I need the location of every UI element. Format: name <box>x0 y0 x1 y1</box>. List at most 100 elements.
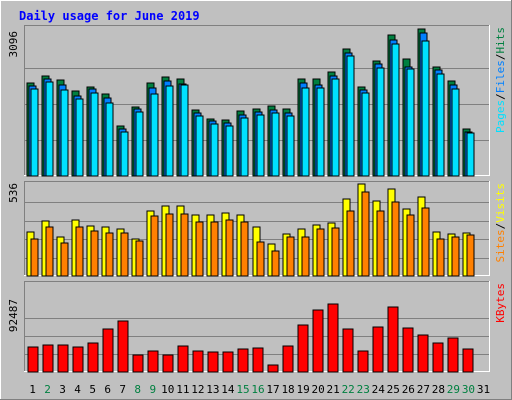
bar-kbytes-day-20 <box>312 309 324 373</box>
bar-sites-day-28 <box>436 238 445 277</box>
x-tick-label: 8 <box>134 383 141 396</box>
bar-sites-day-14 <box>225 219 234 277</box>
x-tick-label: 9 <box>149 383 156 396</box>
legend-hits: Hits <box>494 27 507 54</box>
bar-kbytes-day-9 <box>147 350 159 373</box>
bar-pages-day-4 <box>75 98 84 177</box>
bar-kbytes-day-21 <box>327 303 339 373</box>
bar-pages-day-10 <box>165 85 174 177</box>
bar-pages-day-17 <box>271 112 280 177</box>
bar-kbytes-day-13 <box>207 351 219 373</box>
bar-pages-day-29 <box>451 88 460 177</box>
y-tick-label: 3096 <box>7 31 20 58</box>
x-tick-label: 10 <box>161 383 174 396</box>
bar-kbytes-day-7 <box>117 320 129 373</box>
bar-sites-day-5 <box>90 230 99 277</box>
legend-pages: Pages <box>494 100 507 133</box>
legend-kbytes: KBytes <box>494 283 507 323</box>
bar-pages-day-23 <box>361 92 370 177</box>
x-tick-label: 3 <box>59 383 66 396</box>
bar-kbytes-day-27 <box>417 334 429 373</box>
bar-kbytes-day-11 <box>177 345 189 373</box>
x-tick-label: 11 <box>176 383 189 396</box>
bar-sites-day-1 <box>30 238 39 277</box>
x-tick-label: 4 <box>74 383 81 396</box>
bar-pages-day-6 <box>105 102 114 177</box>
x-tick-label: 23 <box>357 383 370 396</box>
bar-pages-day-11 <box>180 84 189 177</box>
bar-pages-day-15 <box>240 117 249 177</box>
x-tick-label: 31 <box>477 383 490 396</box>
bar-sites-day-10 <box>165 213 174 277</box>
bar-sites-day-6 <box>105 232 114 277</box>
bar-kbytes-day-5 <box>87 342 99 373</box>
bar-pages-day-21 <box>331 78 340 177</box>
bar-pages-day-7 <box>120 131 129 177</box>
x-tick-label: 1 <box>29 383 36 396</box>
bar-sites-day-15 <box>240 221 249 277</box>
x-tick-label: 2 <box>44 383 51 396</box>
bottom-panel: 92487 KBytes <box>7 281 507 373</box>
bar-kbytes-day-28 <box>432 342 444 373</box>
bar-pages-day-30 <box>466 132 475 177</box>
chart-title: Daily usage for June 2019 <box>19 9 200 23</box>
bar-kbytes-day-17 <box>267 364 279 373</box>
bar-pages-day-14 <box>225 125 234 177</box>
bar-pages-day-9 <box>150 93 159 177</box>
x-tick-label: 13 <box>206 383 219 396</box>
x-tick-label: 24 <box>372 383 386 396</box>
legend: Sites/Visits <box>494 183 507 263</box>
bar-kbytes-day-16 <box>252 347 264 373</box>
bar-sites-day-23 <box>361 191 370 277</box>
x-tick-label: 25 <box>387 383 400 396</box>
bar-pages-day-12 <box>195 115 204 177</box>
x-tick-label: 7 <box>119 383 126 396</box>
bar-kbytes-day-23 <box>357 350 369 373</box>
x-tick-label: 28 <box>432 383 445 396</box>
middle-panel: 536 Sites/Visits <box>7 181 507 277</box>
bar-sites-day-11 <box>180 213 189 277</box>
bar-sites-day-26 <box>406 214 415 277</box>
x-tick-label: 19 <box>296 383 309 396</box>
x-tick-label: 12 <box>191 383 204 396</box>
bar-sites-day-17 <box>271 250 280 277</box>
bar-sites-day-16 <box>256 241 265 277</box>
bar-kbytes-day-8 <box>132 354 144 373</box>
bar-kbytes-day-1 <box>27 346 39 373</box>
x-tick-label: 22 <box>342 383 355 396</box>
bar-sites-day-13 <box>210 221 219 277</box>
bar-sites-day-7 <box>120 232 129 277</box>
x-tick-label: 18 <box>281 383 294 396</box>
legend: Pages/Files/Hits <box>494 27 507 133</box>
bar-kbytes-day-25 <box>387 306 399 373</box>
x-tick-label: 26 <box>402 383 415 396</box>
bar-kbytes-day-24 <box>372 326 384 373</box>
legend: KBytes <box>494 283 507 323</box>
bar-sites-day-3 <box>60 242 69 277</box>
bar-sites-day-29 <box>451 236 460 277</box>
x-tick-label: 21 <box>327 383 340 396</box>
bar-pages-day-24 <box>376 67 385 177</box>
bar-pages-day-25 <box>391 43 400 177</box>
bar-kbytes-day-2 <box>42 344 54 373</box>
bar-kbytes-day-19 <box>297 324 309 373</box>
y-tick-label: 92487 <box>7 299 20 332</box>
bar-sites-day-18 <box>286 236 295 277</box>
bar-sites-day-22 <box>346 210 355 277</box>
bar-pages-day-28 <box>436 73 445 177</box>
bar-sites-day-21 <box>331 227 340 277</box>
x-tick-label: 29 <box>447 383 460 396</box>
bar-pages-day-2 <box>45 81 54 177</box>
y-tick-label: 536 <box>7 183 20 203</box>
bar-sites-day-2 <box>45 226 54 277</box>
bar-sites-day-25 <box>391 201 400 277</box>
x-tick-label: 16 <box>251 383 264 396</box>
bar-pages-day-22 <box>346 55 355 177</box>
bar-sites-day-20 <box>316 228 325 277</box>
bar-sites-day-9 <box>150 215 159 277</box>
x-tick-label: 20 <box>312 383 325 396</box>
x-tick-label: 17 <box>266 383 279 396</box>
bar-kbytes-day-30 <box>462 348 474 373</box>
legend-separator: / <box>494 223 507 230</box>
